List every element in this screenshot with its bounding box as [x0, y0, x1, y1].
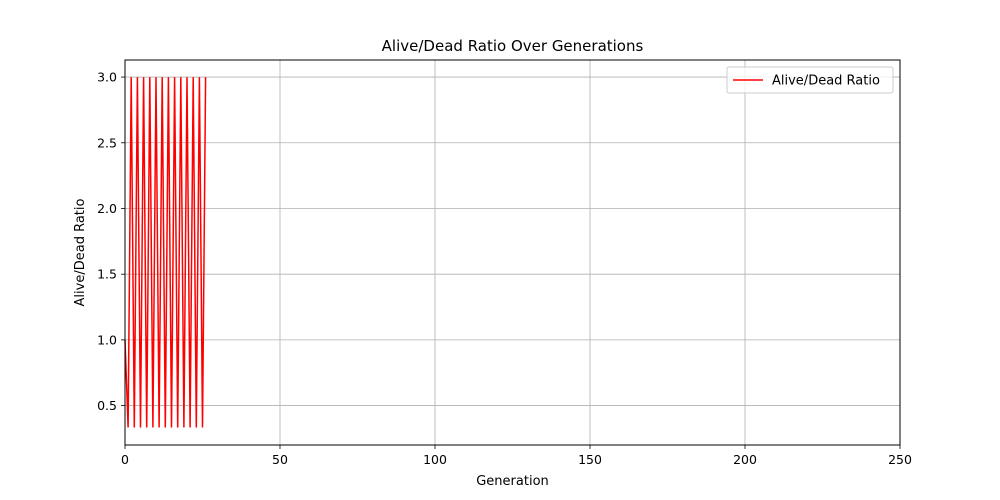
- y-axis-label: Alive/Dead Ratio: [73, 198, 88, 306]
- axis-ticks: 0 50 100 150 200 250 0.5 1.0 1.5 2.0 2.5 3.0: [97, 70, 912, 467]
- y-tick-label: 3.0: [97, 70, 117, 85]
- y-tick-label: 2.0: [97, 201, 117, 216]
- x-axis-label: Generation: [476, 474, 549, 489]
- grid-lines: [124, 60, 901, 445]
- series-line: [124, 77, 207, 428]
- series-layer: [124, 77, 207, 428]
- x-tick-label: 150: [578, 452, 602, 467]
- x-tick-label: 250: [888, 452, 912, 467]
- x-tick-label: 50: [272, 452, 288, 467]
- x-tick-label: 0: [121, 452, 129, 467]
- legend: Alive/Dead Ratio: [726, 66, 894, 94]
- chart-title: Alive/Dead Ratio Over Generations: [382, 37, 644, 55]
- y-tick-label: 1.0: [97, 332, 117, 347]
- legend-box: [726, 66, 894, 94]
- y-tick-label: 2.5: [97, 135, 117, 150]
- x-tick-label: 100: [423, 452, 447, 467]
- plot-area-frame: [124, 59, 901, 446]
- y-tick-label: 0.5: [97, 398, 117, 413]
- x-tick-label: 200: [733, 452, 757, 467]
- legend-label: Alive/Dead Ratio: [772, 74, 880, 89]
- y-tick-label: 1.5: [97, 267, 117, 282]
